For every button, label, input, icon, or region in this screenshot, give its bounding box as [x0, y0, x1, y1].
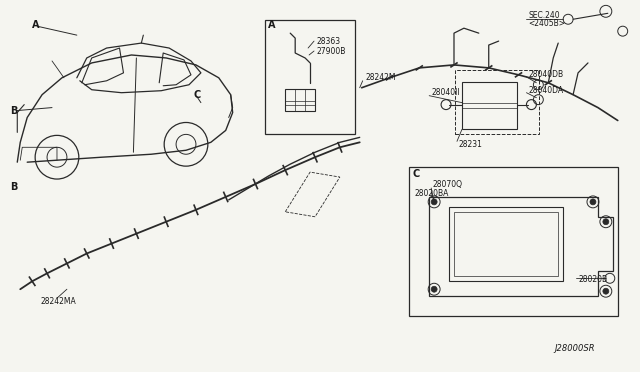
Bar	[449, 207, 563, 281]
Text: 28242MA: 28242MA	[40, 296, 76, 306]
Bar	[285, 89, 315, 110]
Text: 28363: 28363	[316, 36, 340, 46]
Text: 28020BA: 28020BA	[414, 189, 449, 198]
Circle shape	[431, 286, 437, 292]
Bar	[410, 167, 618, 316]
Text: SEC.240: SEC.240	[529, 11, 560, 20]
Text: 28242M: 28242M	[365, 73, 396, 82]
Bar	[454, 212, 558, 276]
Text: 28040DA: 28040DA	[529, 86, 564, 95]
Text: 28040DB: 28040DB	[529, 70, 564, 79]
Text: 28231: 28231	[459, 140, 483, 149]
Bar	[455, 70, 540, 134]
Text: A: A	[268, 20, 276, 30]
Text: C: C	[194, 90, 201, 100]
Text: A: A	[32, 20, 40, 30]
Text: B: B	[10, 182, 18, 192]
Circle shape	[590, 199, 596, 205]
Bar	[266, 20, 355, 134]
Circle shape	[603, 219, 609, 225]
Text: 28020B: 28020B	[578, 275, 607, 284]
Text: J28000SR: J28000SR	[554, 344, 595, 353]
Text: <2405B>: <2405B>	[529, 19, 565, 28]
Circle shape	[431, 199, 437, 205]
Text: B: B	[10, 106, 18, 116]
Text: C: C	[412, 169, 420, 179]
Bar	[462, 82, 516, 129]
Circle shape	[603, 288, 609, 294]
Text: 28070Q: 28070Q	[432, 180, 462, 189]
Text: 28040II: 28040II	[431, 88, 460, 97]
Text: 27900B: 27900B	[316, 46, 346, 55]
